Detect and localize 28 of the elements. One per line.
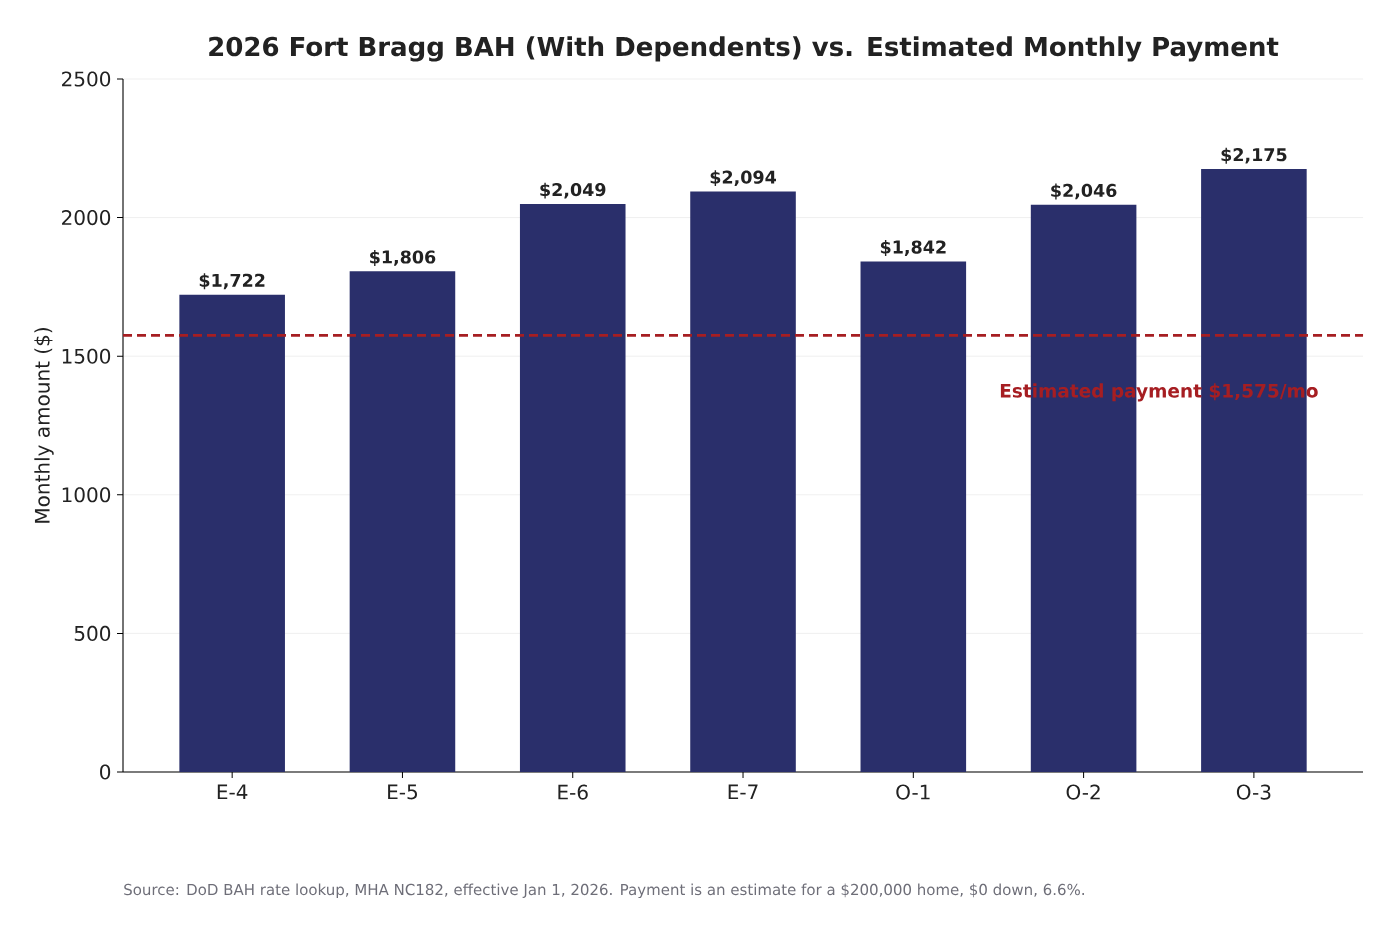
data-label: $2,049 bbox=[540, 182, 606, 199]
y-tick-label: 1500 bbox=[62, 348, 111, 364]
data-label: $2,094 bbox=[710, 170, 776, 187]
x-tick-label: E-4 bbox=[217, 784, 248, 800]
bar bbox=[860, 261, 967, 772]
y-tick-label: 2000 bbox=[62, 210, 111, 226]
y-tick-label: 0 bbox=[100, 764, 111, 780]
x-tick-label: E-5 bbox=[388, 784, 417, 800]
bar bbox=[690, 191, 796, 772]
x-tick-label: E-6 bbox=[558, 784, 588, 800]
bar bbox=[179, 294, 285, 772]
x-tick-label: E-7 bbox=[728, 784, 758, 800]
bar bbox=[519, 204, 626, 772]
chart-title: 2026 Fort Bragg BAH (With Dependents) vs. Estimated Monthly Payment bbox=[209, 36, 1279, 62]
data-label: $2,046 bbox=[1051, 183, 1117, 200]
y-tick-label: 1000 bbox=[62, 487, 111, 503]
source-note: Source: DoD BAH rate lookup, MHA NC182, effective Jan 1, 2026. Payment is an estimate for a $200,000 home, $0 down, 6.6%. bbox=[124, 883, 1084, 899]
data-label: $1,722 bbox=[199, 273, 265, 290]
y-tick-label: 2500 bbox=[62, 71, 111, 87]
x-tick-label: O-1 bbox=[896, 784, 930, 800]
data-label: $1,842 bbox=[880, 240, 946, 256]
x-tick-label: O-3 bbox=[1236, 784, 1271, 800]
bar bbox=[349, 271, 456, 772]
data-label: $1,806 bbox=[370, 250, 436, 266]
x-tick-label: O-2 bbox=[1066, 784, 1100, 800]
y-axis-title: Monthly amount ($) bbox=[34, 328, 54, 523]
data-label: $2,175 bbox=[1221, 147, 1287, 164]
y-tick-label: 500 bbox=[74, 625, 111, 641]
